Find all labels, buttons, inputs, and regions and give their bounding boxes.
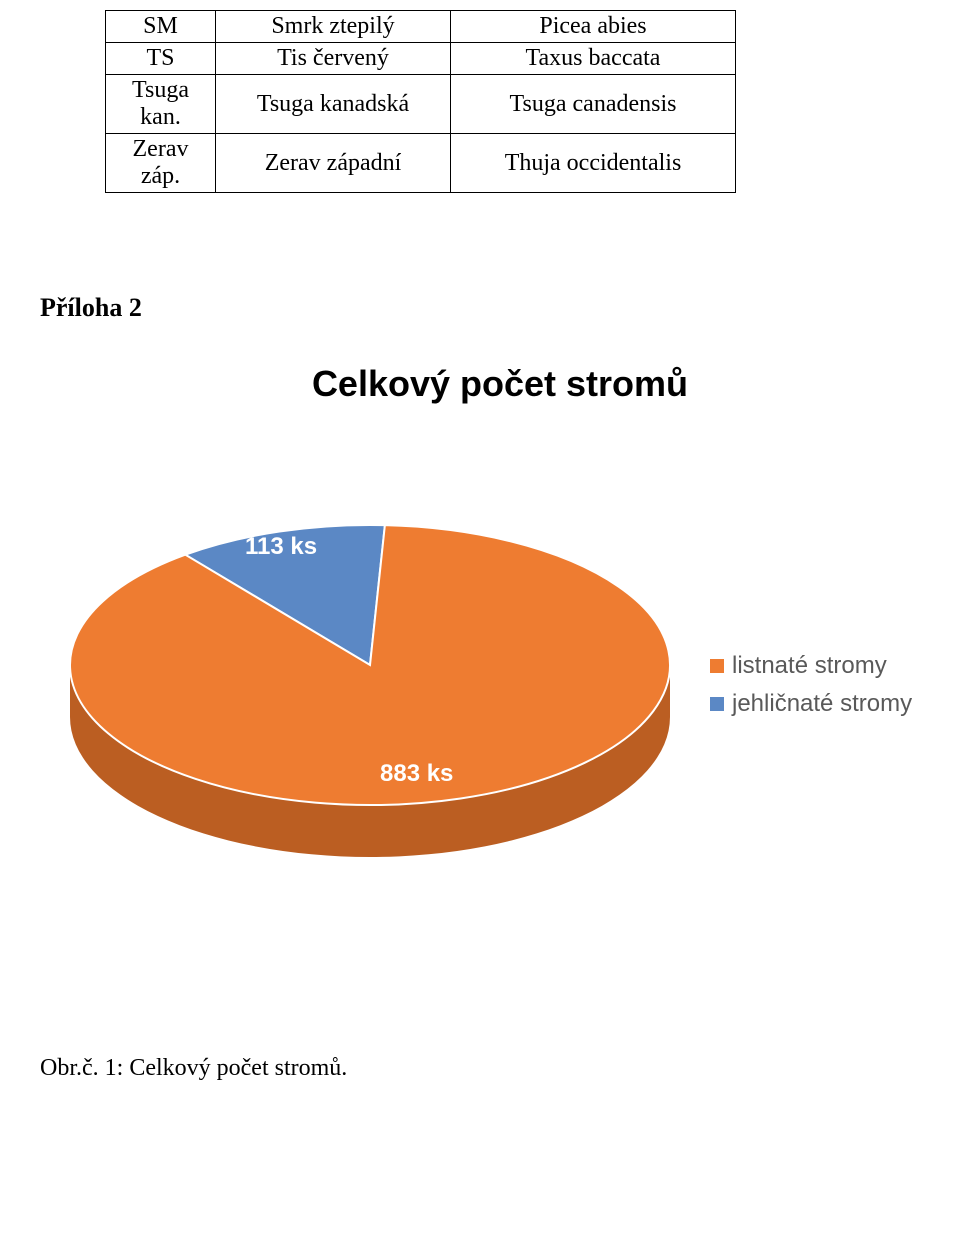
figure-caption: Obr.č. 1: Celkový počet stromů. <box>40 1055 920 1082</box>
legend-text: listnaté stromy <box>732 652 887 680</box>
cell-lat: Taxus baccata <box>451 43 736 75</box>
table-row: Zerav záp. Zerav západní Thuja occidenta… <box>106 134 736 193</box>
slice-label-0: 113 ks <box>245 533 317 561</box>
legend-swatch-icon <box>710 697 724 711</box>
legend-item: listnaté stromy <box>710 652 912 680</box>
cell-lat: Picea abies <box>451 11 736 43</box>
chart-legend: listnaté stromy jehličnaté stromy <box>710 642 912 728</box>
cell-code: Tsuga kan. <box>106 75 216 134</box>
cell-lat: Tsuga canadensis <box>451 75 736 134</box>
chart-title: Celkový počet stromů <box>80 363 920 405</box>
section-title: Příloha 2 <box>40 293 920 323</box>
slice-label-1: 883 ks <box>380 760 453 788</box>
cell-code: TS <box>106 43 216 75</box>
table-row: SM Smrk ztepilý Picea abies <box>106 11 736 43</box>
chart-row: 113 ks 883 ks listnaté stromy jehličnaté… <box>40 475 920 895</box>
cell-cz: Tsuga kanadská <box>216 75 451 134</box>
cell-cz: Smrk ztepilý <box>216 11 451 43</box>
cell-cz: Zerav západní <box>216 134 451 193</box>
species-table: SM Smrk ztepilý Picea abies TS Tis červe… <box>105 10 736 193</box>
pie-svg <box>40 475 700 895</box>
legend-swatch-icon <box>710 659 724 673</box>
cell-code: SM <box>106 11 216 43</box>
cell-cz: Tis červený <box>216 43 451 75</box>
legend-item: jehličnaté stromy <box>710 690 912 718</box>
cell-lat: Thuja occidentalis <box>451 134 736 193</box>
table-row: TS Tis červený Taxus baccata <box>106 43 736 75</box>
table-row: Tsuga kan. Tsuga kanadská Tsuga canadens… <box>106 75 736 134</box>
cell-code: Zerav záp. <box>106 134 216 193</box>
species-table-container: SM Smrk ztepilý Picea abies TS Tis červe… <box>105 10 920 193</box>
legend-text: jehličnaté stromy <box>732 690 912 718</box>
pie-chart: 113 ks 883 ks <box>40 475 700 895</box>
